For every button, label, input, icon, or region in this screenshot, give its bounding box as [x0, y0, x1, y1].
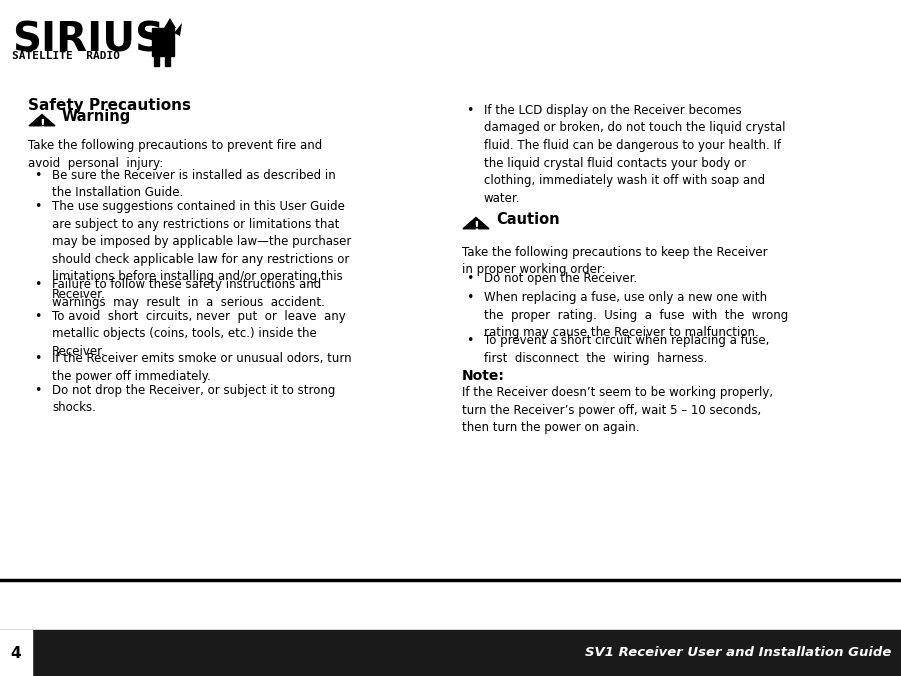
Bar	[0, 630, 901, 676]
Polygon shape	[164, 18, 176, 28]
Text: !: !	[473, 220, 478, 233]
Bar	[154, 54, 159, 66]
Polygon shape	[174, 23, 182, 36]
Text: •: •	[467, 104, 474, 117]
Text: If the LCD display on the Receiver becomes
damaged or broken, do not touch the l: If the LCD display on the Receiver becom…	[484, 104, 786, 205]
Text: To avoid  short  circuits, never  put  or  leave  any
metallic objects (coins, t: To avoid short circuits, never put or le…	[52, 310, 346, 358]
Text: Caution: Caution	[496, 212, 560, 228]
Text: 4: 4	[11, 646, 22, 660]
Polygon shape	[29, 114, 55, 126]
Text: •: •	[34, 310, 41, 322]
Text: •: •	[467, 334, 474, 347]
Text: !: !	[39, 118, 45, 130]
Text: •: •	[34, 383, 41, 397]
Text: If the Receiver doesn’t seem to be working properly,
turn the Receiver’s power o: If the Receiver doesn’t seem to be worki…	[462, 386, 773, 434]
Text: SIRIUS: SIRIUS	[12, 21, 164, 61]
Text: •: •	[34, 169, 41, 182]
Text: Take the following precautions to keep the Receiver
in proper working order:: Take the following precautions to keep t…	[462, 246, 768, 276]
Text: When replacing a fuse, use only a new one with
the  proper  rating.  Using  a  f: When replacing a fuse, use only a new on…	[484, 291, 788, 339]
Text: Take the following precautions to prevent fire and
avoid  personal  injury:: Take the following precautions to preven…	[28, 139, 323, 170]
Bar	[0, 630, 32, 676]
Text: Safety Precautions: Safety Precautions	[28, 98, 191, 113]
Text: Failure to follow these safety instructions and
warnings  may  result  in  a  se: Failure to follow these safety instructi…	[52, 279, 325, 309]
Text: The use suggestions contained in this User Guide
are subject to any restrictions: The use suggestions contained in this Us…	[52, 200, 351, 301]
Text: Do not drop the Receiver, or subject it to strong
shocks.: Do not drop the Receiver, or subject it …	[52, 383, 335, 414]
Text: SV1 Receiver User and Installation Guide: SV1 Receiver User and Installation Guide	[585, 646, 891, 660]
Text: •: •	[34, 279, 41, 291]
Text: Warning: Warning	[62, 110, 132, 124]
Polygon shape	[463, 218, 489, 228]
Text: SATELLITE  RADIO: SATELLITE RADIO	[12, 51, 120, 61]
Text: Be sure the Receiver is installed as described in
the Installation Guide.: Be sure the Receiver is installed as des…	[52, 169, 336, 199]
Text: •: •	[34, 200, 41, 213]
Bar	[152, 28, 174, 56]
Text: To prevent a short circuit when replacing a fuse,
first  disconnect  the  wiring: To prevent a short circuit when replacin…	[484, 334, 769, 364]
Text: If the Receiver emits smoke or unusual odors, turn
the power off immediately.: If the Receiver emits smoke or unusual o…	[52, 352, 351, 383]
Text: •: •	[467, 291, 474, 304]
Bar	[165, 54, 170, 66]
Text: •: •	[34, 352, 41, 366]
Text: •: •	[467, 272, 474, 285]
Text: Do not open the Receiver.: Do not open the Receiver.	[484, 272, 637, 285]
Text: Note:: Note:	[462, 369, 505, 383]
